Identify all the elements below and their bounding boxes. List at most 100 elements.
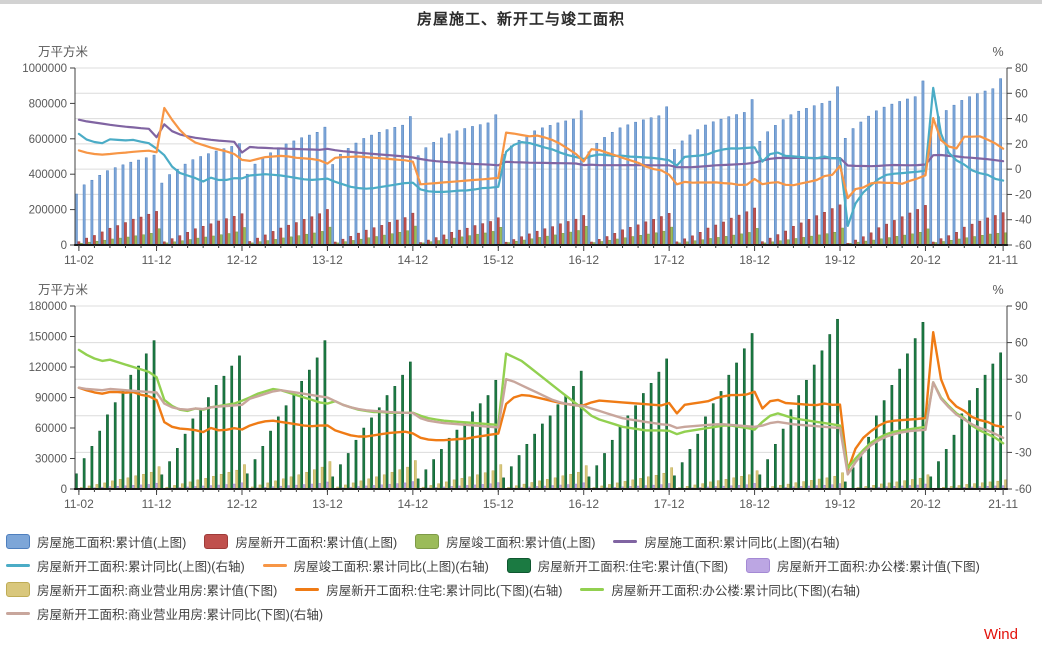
legend-item: 房屋施工面积:累计同比(上图)(右轴) xyxy=(613,532,840,551)
y-right-tick-label: -60 xyxy=(1015,240,1032,252)
x-tick-label: 17-12 xyxy=(654,253,685,267)
line-series-2 xyxy=(77,378,1005,476)
x-tick-label: 15-12 xyxy=(483,497,514,511)
x-tick-label: 12-12 xyxy=(227,253,258,267)
x-tick-label: 16-12 xyxy=(568,497,599,511)
y-left-tick-label: 150000 xyxy=(29,332,67,344)
y-left-tick-label: 180000 xyxy=(29,301,67,313)
legend-row: 房屋新开工面积:累计同比(上图)(右轴) 房屋竣工面积:累计同比(上图)(右轴) 房… xyxy=(6,553,1036,577)
legend-label: 房屋施工面积:累计值(上图) xyxy=(37,535,187,550)
y-right-tick-label: 20 xyxy=(1015,139,1028,151)
legend-item: 房屋新开工面积:住宅:累计值(下图) xyxy=(506,556,729,575)
x-tick-label: 19-12 xyxy=(825,497,856,511)
legend-label: 房屋竣工面积:累计值(上图) xyxy=(446,535,596,550)
legend-bar-swatch xyxy=(415,533,440,549)
legend-row: 房屋施工面积:累计值(上图) 房屋新开工面积:累计值(上图) 房屋竣工面积:累计值(… xyxy=(6,529,1036,553)
x-tick-label: 15-12 xyxy=(483,253,514,267)
legend-label: 房屋施工面积:累计同比(上图)(右轴) xyxy=(644,535,840,550)
page-title: 房屋施工、新开工与竣工面积 xyxy=(416,11,625,28)
legend-item: 房屋新开工面积:办公楼:累计同比(下图)(右轴) xyxy=(580,580,860,599)
y-left-tick-label: 600000 xyxy=(29,134,67,146)
y-left-tick-label: 800000 xyxy=(29,98,67,110)
x-tick-label: 21-11 xyxy=(988,253,1018,267)
legend-label: 房屋新开工面积:办公楼:累计同比(下图)(右轴) xyxy=(611,583,860,598)
y-left-tick-label: 1000000 xyxy=(22,63,67,75)
y-right-tick-label: 40 xyxy=(1015,114,1028,126)
bottom-chart: 0 30000 60000 90000 120000 150000 180000 -60 -30… xyxy=(29,282,1032,511)
legend-label: 房屋新开工面积:累计值(上图) xyxy=(235,535,398,550)
x-tick-label: 14-12 xyxy=(397,253,428,267)
window-top-strip xyxy=(0,0,1042,4)
legend-bar-swatch xyxy=(746,557,771,573)
legend-line-swatch xyxy=(613,539,638,543)
legend-item: 房屋竣工面积:累计值(上图) xyxy=(415,532,595,551)
x-tick-label: 12-12 xyxy=(227,497,258,511)
y-right-tick-label: 30 xyxy=(1015,374,1028,386)
legend-label: 房屋新开工面积:办公楼:累计值(下图) xyxy=(777,559,980,574)
bar-series-0 xyxy=(75,318,1002,490)
y-left-tick-label: 60000 xyxy=(35,423,67,435)
y-left-unit-label: 万平方米 xyxy=(38,282,89,297)
legend-row: 房屋新开工面积:商业营业用房:累计同比(下图)(右轴) xyxy=(6,601,1036,625)
legend-line-swatch xyxy=(6,611,30,615)
legend-label: 房屋竣工面积:累计同比(上图)(右轴) xyxy=(293,559,489,574)
legend-item: 房屋新开工面积:住宅:累计同比(下图)(右轴) xyxy=(295,580,562,599)
x-tick-label: 18-12 xyxy=(739,253,770,267)
legend-bar-swatch xyxy=(506,557,531,573)
x-tick-label: 11-02 xyxy=(64,497,94,511)
x-tick-label: 13-12 xyxy=(312,253,343,267)
legend-label: 房屋新开工面积:商业营业用房:累计值(下图) xyxy=(37,583,278,598)
x-tick-label: 20-12 xyxy=(910,497,941,511)
line-series-2 xyxy=(77,106,1005,200)
legend-line-swatch xyxy=(262,563,287,567)
legend-item: 房屋新开工面积:累计同比(上图)(右轴) xyxy=(6,556,245,575)
x-tick-label: 13-12 xyxy=(312,497,343,511)
x-tick-label: 18-12 xyxy=(739,497,770,511)
y-right-tick-label: 90 xyxy=(1015,301,1028,313)
bar-series-2 xyxy=(80,460,1007,490)
legend-bar-swatch xyxy=(204,533,229,549)
legend-line-swatch xyxy=(6,563,30,567)
x-tick-label: 11-12 xyxy=(142,497,172,511)
y-left-tick-label: 0 xyxy=(61,484,67,496)
y-right-tick-label: 0 xyxy=(1015,411,1021,423)
x-tick-label: 14-12 xyxy=(397,497,428,511)
y-left-tick-label: 90000 xyxy=(35,393,67,405)
chart-legend: 房屋施工面积:累计值(上图) 房屋新开工面积:累计值(上图) 房屋竣工面积:累计值(… xyxy=(6,529,1036,625)
top-chart: 0 200000 400000 600000 800000 1000000 -60 -40 -2… xyxy=(22,44,1031,267)
line-series-1 xyxy=(77,348,1005,470)
x-tick-label: 20-12 xyxy=(910,253,941,267)
y-left-unit-label: 万平方米 xyxy=(38,44,89,59)
line-series-1 xyxy=(77,86,1005,227)
y-right-tick-label: -40 xyxy=(1015,215,1032,227)
x-tick-label: 11-02 xyxy=(64,253,94,267)
legend-item: 房屋竣工面积:累计同比(上图)(右轴) xyxy=(262,556,489,575)
x-tick-label: 11-12 xyxy=(142,253,172,267)
x-tick-label: 17-12 xyxy=(654,497,685,511)
y-left-tick-label: 400000 xyxy=(29,169,67,181)
x-tick-label: 19-12 xyxy=(825,253,856,267)
y-right-tick-label: 60 xyxy=(1015,88,1028,100)
y-right-tick-label: 60 xyxy=(1015,338,1028,350)
x-tick-label: 16-12 xyxy=(568,253,599,267)
y-right-tick-label: -20 xyxy=(1015,189,1032,201)
legend-item: 房屋新开工面积:累计值(上图) xyxy=(204,532,397,551)
legend-line-swatch xyxy=(580,587,605,591)
legend-label: 房屋新开工面积:住宅:累计同比(下图)(右轴) xyxy=(326,583,563,598)
legend-row: 房屋新开工面积:商业营业用房:累计值(下图) 房屋新开工面积:住宅:累计同比(下图… xyxy=(6,577,1036,601)
wind-logo: Wind xyxy=(983,626,1018,643)
y-right-tick-label: 0 xyxy=(1015,164,1021,176)
y-right-unit-label: % xyxy=(992,283,1003,297)
x-tick-label: 21-11 xyxy=(988,497,1018,511)
y-left-tick-label: 0 xyxy=(61,240,67,252)
line-series-0 xyxy=(77,118,1005,169)
y-right-tick-label: 80 xyxy=(1015,63,1028,75)
legend-bar-swatch xyxy=(6,581,30,597)
legend-label: 房屋新开工面积:住宅:累计值(下图) xyxy=(537,559,729,574)
y-right-unit-label: % xyxy=(992,45,1003,59)
legend-item: 房屋施工面积:累计值(上图) xyxy=(6,532,186,551)
legend-item: 房屋新开工面积:商业营业用房:累计值(下图) xyxy=(6,580,277,599)
y-left-tick-label: 30000 xyxy=(35,454,67,466)
